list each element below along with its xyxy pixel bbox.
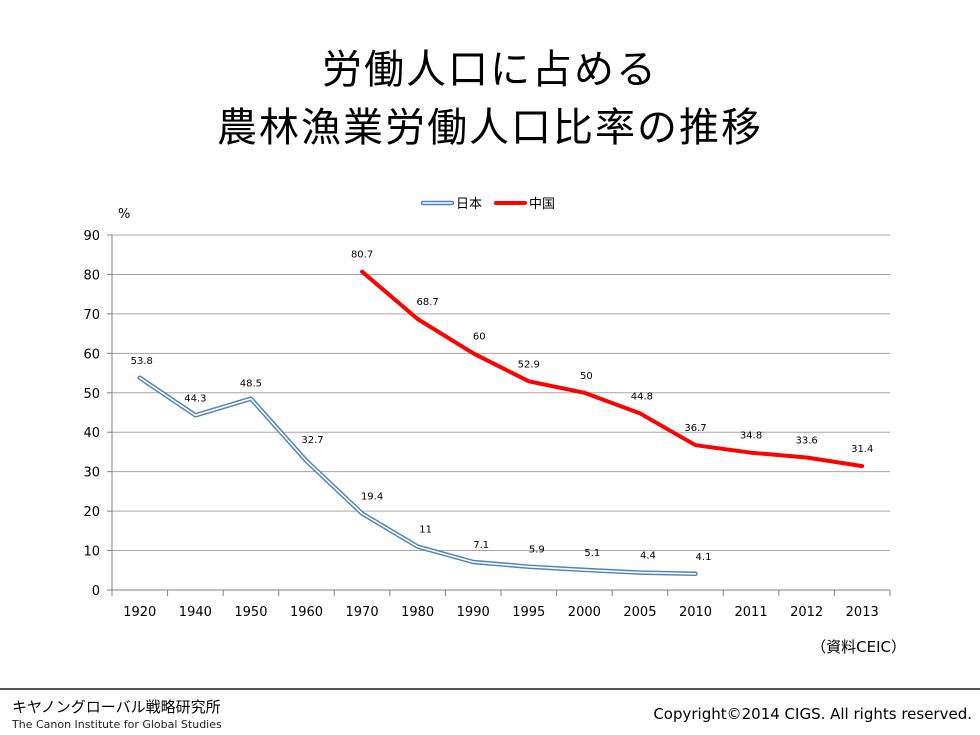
data-label: 44.3 (184, 393, 206, 404)
data-label: 80.7 (351, 250, 373, 261)
y-tick-label: 40 (83, 426, 100, 441)
x-tick-label: 2012 (790, 605, 823, 620)
org-name-en: The Canon Institute for Global Studies (12, 718, 222, 731)
data-label: 4.4 (640, 551, 656, 562)
x-tick-label: 2000 (568, 605, 601, 620)
org-name-jp: キヤノングローバル戦略研究所 (12, 698, 221, 716)
data-label: 33.6 (796, 435, 818, 446)
x-tick-label: 1940 (179, 605, 212, 620)
y-tick-label: 0 (92, 584, 100, 599)
x-tick-label: 2013 (846, 605, 879, 620)
source-note: （資料CEIC） (811, 638, 906, 656)
data-label: 31.4 (851, 444, 873, 455)
y-tick-label: 50 (83, 387, 100, 402)
data-label: 11 (419, 525, 432, 536)
x-tick-label: 2010 (679, 605, 712, 620)
series-line-inner-0 (139, 377, 697, 575)
line-chart: 0 10 20 30 40 50 60 70 80 90% 1920 1940 1950 1960 1970… (83, 197, 891, 620)
data-label: 48.5 (240, 379, 262, 390)
x-tick-label: 1950 (234, 605, 267, 620)
data-label: 50 (580, 371, 593, 382)
legend-label-china: 中国 (529, 197, 555, 212)
x-tick-label: 2011 (735, 605, 768, 620)
data-label: 52.9 (518, 359, 540, 370)
x-tick-label: 1995 (512, 605, 545, 620)
data-label: 36.7 (684, 423, 706, 434)
data-label: 4.1 (696, 552, 712, 563)
y-axis-label: % (118, 207, 130, 222)
x-tick-label: 1990 (457, 605, 490, 620)
y-tick-label: 30 (83, 466, 100, 481)
y-tick-label: 70 (83, 308, 100, 323)
data-label: 60 (473, 331, 486, 342)
data-label: 5.1 (584, 548, 600, 559)
x-tick-label: 2005 (623, 605, 656, 620)
title-line-2: 農林漁業労働人口比率の推移 (217, 105, 763, 151)
data-label: 34.8 (740, 431, 762, 442)
copyright: Copyright©2014 CIGS. All rights reserved… (653, 705, 972, 723)
x-tick-label: 1920 (123, 605, 156, 620)
data-label: 7.1 (473, 540, 489, 551)
data-label: 53.8 (131, 356, 153, 367)
y-tick-label: 60 (83, 347, 100, 362)
series-line-1 (360, 269, 865, 469)
footer-divider (0, 688, 980, 690)
data-label: 5.9 (529, 545, 545, 556)
title-line-1: 労働人口に占める (322, 47, 658, 93)
legend-label-japan: 日本 (456, 197, 482, 212)
data-label: 19.4 (361, 491, 383, 502)
x-tick-label: 1970 (346, 605, 379, 620)
data-label: 68.7 (417, 297, 439, 308)
y-tick-label: 20 (83, 505, 100, 520)
data-label: 32.7 (301, 435, 323, 446)
y-tick-label: 10 (83, 545, 100, 560)
x-tick-label: 1980 (401, 605, 434, 620)
y-tick-label: 80 (83, 268, 100, 283)
data-label: 44.8 (631, 391, 653, 402)
y-tick-label: 90 (83, 229, 100, 244)
x-tick-label: 1960 (290, 605, 323, 620)
